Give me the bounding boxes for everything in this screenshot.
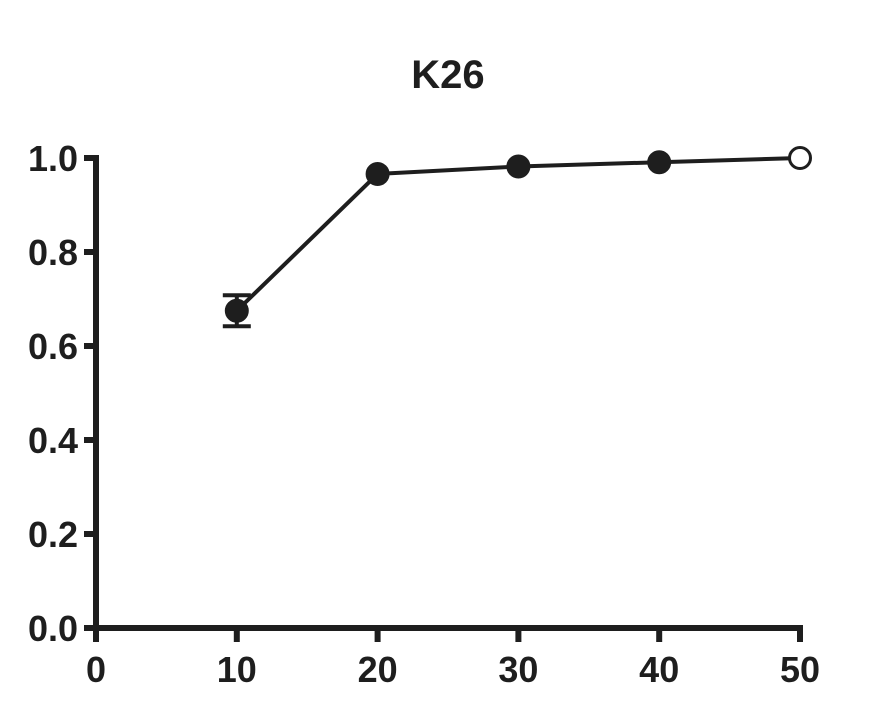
y-tick-label: 0.6 [28, 326, 78, 367]
x-tick-label: 30 [498, 649, 538, 690]
x-tick-label: 20 [358, 649, 398, 690]
data-point [224, 298, 249, 323]
tick-marks [84, 155, 803, 642]
data-point [365, 161, 390, 186]
x-tick-label: 40 [639, 649, 679, 690]
y-tick-label: 0.0 [28, 608, 78, 649]
x-tick-label: 0 [86, 649, 106, 690]
data-point-open [788, 146, 812, 170]
y-tick-label: 1.0 [28, 138, 78, 179]
chart-title: K26 [411, 53, 484, 97]
tick-labels: 0.0 0.2 0.4 0.6 0.8 1.0 0 10 20 30 40 50 [28, 138, 820, 690]
data-point [647, 150, 672, 175]
series-line [235, 156, 801, 313]
data-series [222, 146, 812, 329]
x-tick-label: 10 [217, 649, 257, 690]
y-tick-label: 0.4 [28, 420, 78, 461]
axes [93, 155, 803, 631]
x-tick-label: 50 [780, 649, 820, 690]
data-point [506, 154, 531, 179]
y-tick-label: 0.8 [28, 232, 78, 273]
y-tick-label: 0.2 [28, 514, 78, 555]
